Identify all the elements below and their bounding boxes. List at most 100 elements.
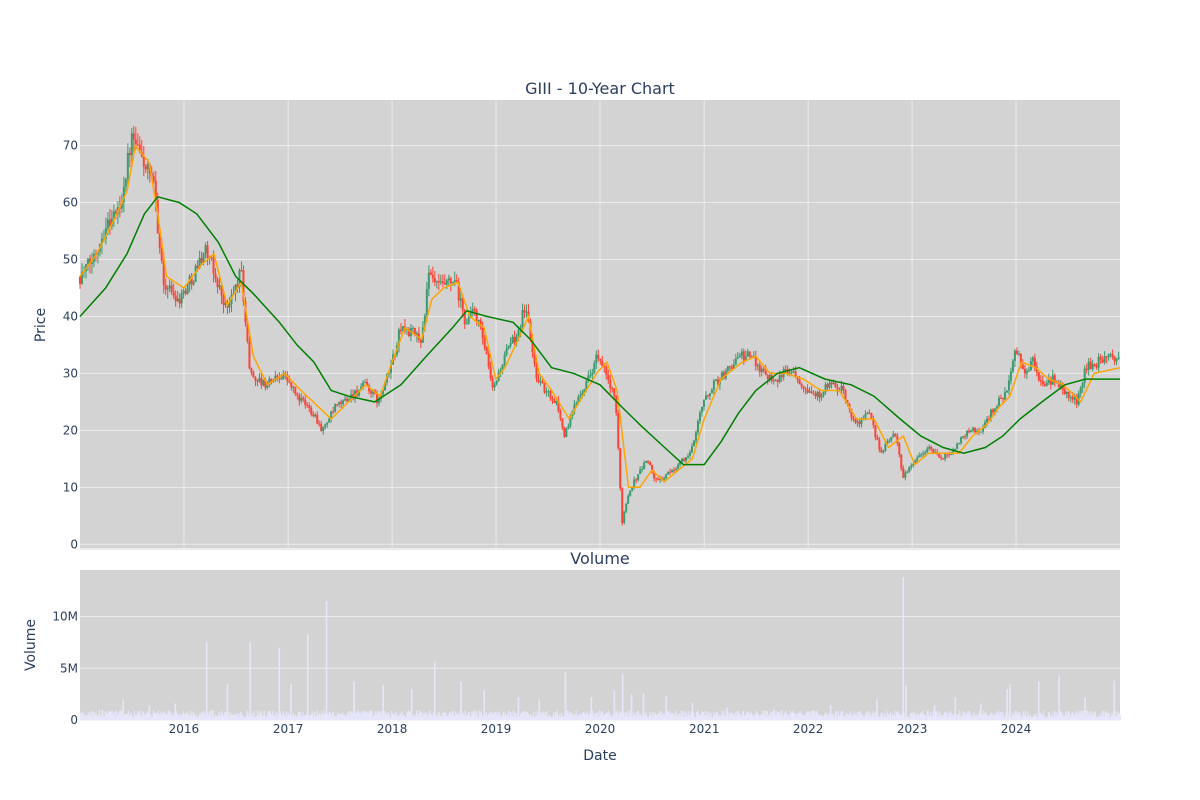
volume-bar: [84, 716, 86, 720]
volume-bar: [695, 716, 697, 720]
volume-bar: [314, 714, 317, 720]
volume-bar-spike: [829, 705, 832, 720]
volume-bar: [1052, 712, 1054, 720]
volume-bar: [431, 715, 434, 720]
volume-bar: [240, 711, 242, 720]
volume-bar-spike: [226, 683, 229, 720]
volume-bar: [335, 716, 337, 720]
candlestick: [130, 128, 133, 167]
volume-bar: [99, 715, 101, 720]
volume-bar: [543, 715, 546, 720]
volume-bar: [969, 711, 971, 720]
candlestick: [170, 281, 173, 296]
volume-bar: [1106, 712, 1108, 720]
volume-bar: [1088, 711, 1091, 720]
candlestick: [1033, 353, 1036, 372]
volume-bar: [298, 711, 300, 720]
volume-bar: [217, 715, 219, 720]
volume-bar: [673, 716, 675, 720]
volume-bar: [641, 716, 643, 720]
candlestick: [806, 384, 809, 394]
volume-bar: [795, 717, 798, 720]
volume-bar: [535, 711, 537, 720]
volume-bar: [578, 713, 581, 720]
volume-bar: [1005, 712, 1007, 720]
candlestick: [1023, 364, 1026, 379]
volume-bar: [445, 712, 447, 720]
volume-bar: [909, 713, 911, 720]
volume-bar: [654, 713, 657, 720]
volume-bar: [834, 714, 836, 720]
volume-bar: [671, 713, 673, 720]
volume-bar: [548, 716, 550, 720]
candlestick: [437, 273, 440, 291]
volume-bar: [908, 717, 910, 720]
candlestick: [326, 421, 329, 428]
volume-bar: [776, 714, 778, 720]
volume-bar: [461, 711, 464, 720]
volume-bar: [762, 710, 764, 720]
volume-bar: [952, 714, 954, 720]
volume-bar: [421, 716, 423, 720]
volume-bar: [523, 711, 525, 720]
volume-bar: [628, 717, 630, 720]
volume-bar: [558, 715, 560, 720]
volume-bar: [495, 711, 497, 720]
candlestick: [900, 453, 903, 471]
candlestick: [643, 460, 646, 470]
candlestick: [547, 389, 550, 397]
volume-bar: [233, 715, 235, 720]
candlestick: [738, 353, 741, 358]
volume-bar: [832, 714, 834, 720]
volume-bar: [858, 711, 860, 720]
candlestick: [974, 427, 977, 434]
volume-bar: [802, 716, 804, 720]
candlestick: [637, 473, 640, 482]
volume-bar: [754, 713, 756, 720]
candlestick: [146, 159, 149, 180]
volume-bar: [977, 717, 979, 720]
volume-bar: [1094, 712, 1096, 720]
volume-bar: [138, 710, 141, 720]
volume-bar: [573, 716, 576, 720]
volume-bar: [268, 710, 271, 720]
candlestick: [657, 476, 660, 481]
volume-bar: [547, 716, 549, 720]
volume-bar: [183, 713, 185, 720]
candlestick: [716, 376, 719, 386]
volume-bar: [629, 710, 631, 720]
volume-bar: [238, 716, 241, 720]
volume-bar: [747, 711, 749, 720]
volume-bar: [589, 713, 591, 720]
candlestick: [704, 391, 707, 401]
candlestick: [1013, 348, 1016, 368]
volume-bar: [775, 710, 777, 720]
volume-bar: [722, 716, 724, 720]
volume-bar: [509, 711, 511, 720]
volume-bar: [512, 710, 514, 720]
volume-bar: [885, 717, 887, 720]
volume-bar: [579, 713, 581, 720]
candlestick: [509, 337, 512, 348]
volume-bar: [766, 710, 769, 720]
volume-bar: [472, 712, 474, 720]
volume-bar: [232, 715, 234, 720]
volume-bar: [341, 714, 343, 720]
candlestick: [852, 415, 855, 422]
volume-bar: [805, 713, 807, 720]
volume-bar: [490, 713, 492, 720]
candlestick: [280, 373, 283, 380]
volume-bar: [126, 713, 129, 720]
volume-bar: [569, 711, 571, 720]
volume-bar: [1057, 713, 1059, 720]
volume-bar: [755, 710, 757, 720]
volume-bar: [853, 715, 855, 720]
candlestick: [182, 287, 185, 299]
volume-bar: [131, 714, 133, 720]
candlestick: [982, 424, 985, 435]
candlestick: [567, 423, 570, 430]
volume-bar: [230, 716, 232, 720]
candlestick: [690, 442, 693, 454]
volume-bar: [478, 716, 480, 720]
volume-bar: [484, 715, 487, 720]
